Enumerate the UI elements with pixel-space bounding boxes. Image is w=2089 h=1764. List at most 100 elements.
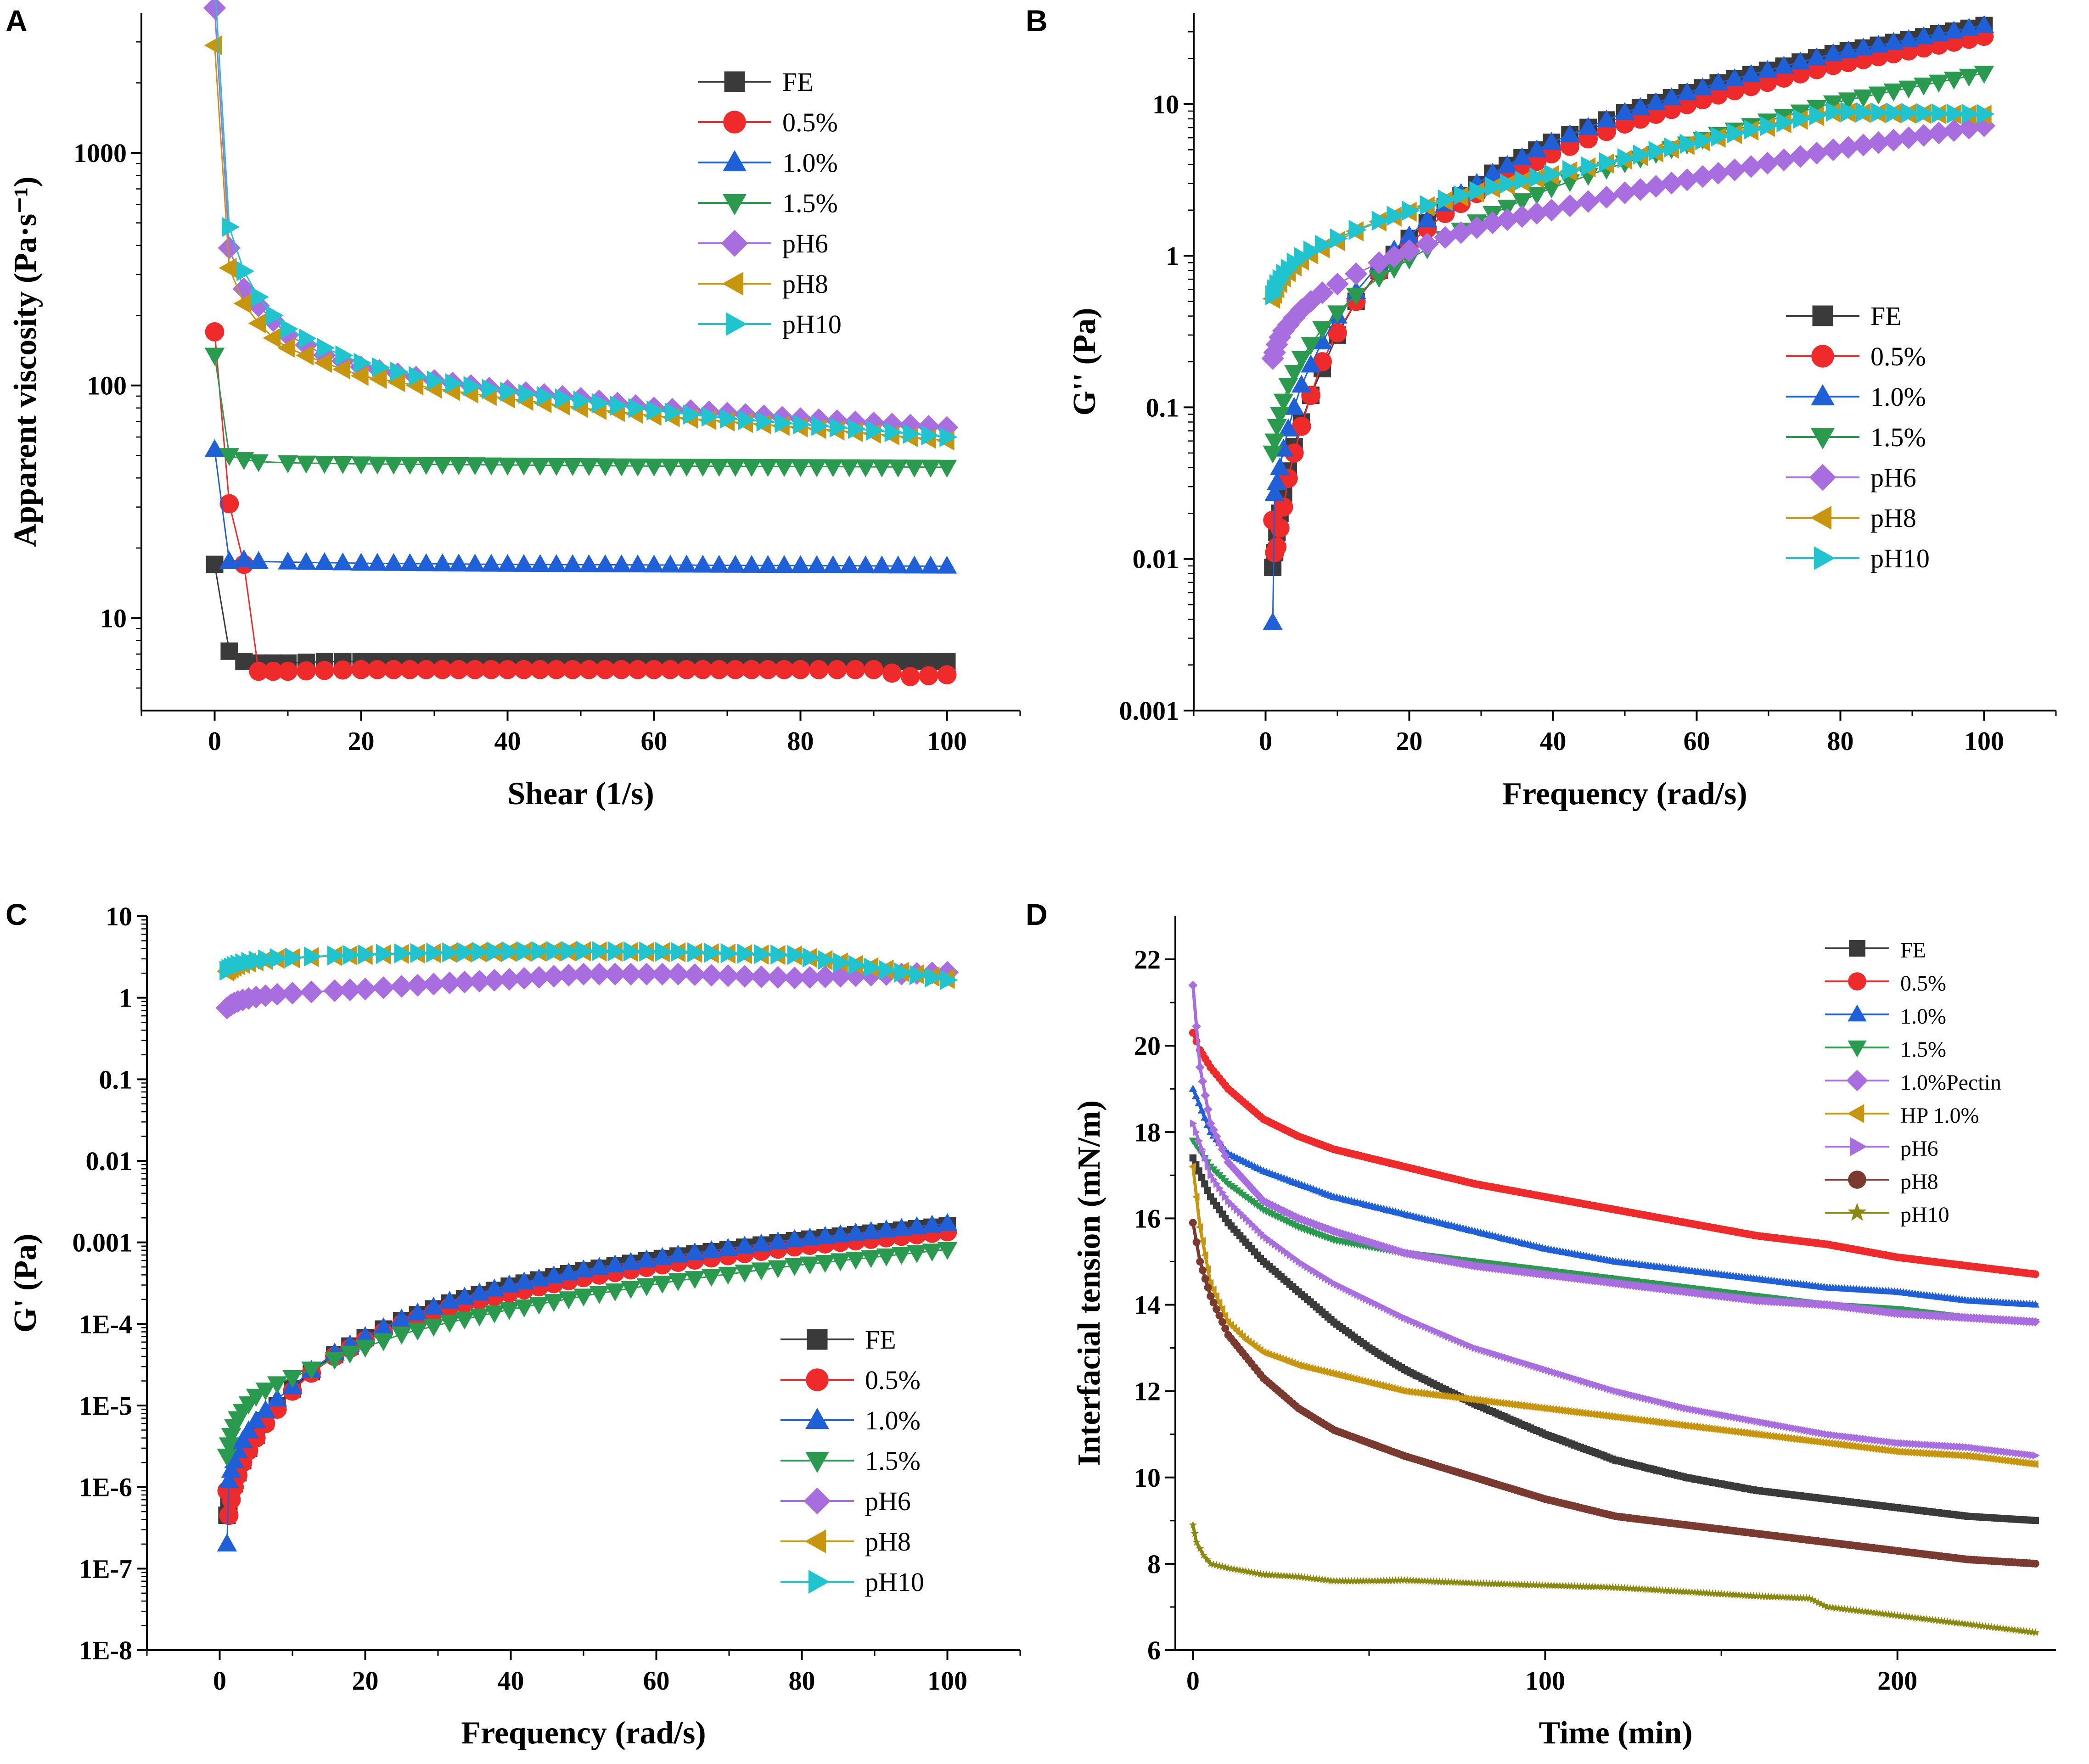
series-ph10 bbox=[219, 941, 958, 990]
data-point bbox=[1215, 1311, 1224, 1320]
data-point bbox=[1253, 1190, 1263, 1199]
data-point bbox=[2031, 1460, 2038, 1468]
data-point bbox=[644, 554, 664, 573]
data-point bbox=[1371, 211, 1390, 231]
legend-item: 1.5% bbox=[781, 1446, 921, 1476]
data-point bbox=[628, 398, 646, 418]
data-point bbox=[937, 1242, 958, 1260]
data-point bbox=[940, 970, 958, 990]
data-point bbox=[332, 359, 350, 380]
data-point bbox=[407, 1302, 428, 1321]
data-point bbox=[1679, 134, 1698, 154]
legend-marker bbox=[724, 71, 745, 92]
data-point bbox=[1577, 190, 1600, 213]
data-point bbox=[248, 454, 269, 472]
series-1-5 bbox=[204, 347, 957, 478]
data-point bbox=[217, 1448, 237, 1467]
data-point bbox=[1188, 980, 1198, 990]
data-point bbox=[1454, 185, 1471, 206]
data-point bbox=[562, 458, 583, 476]
series-line bbox=[214, 564, 947, 664]
data-point bbox=[2031, 1270, 2039, 1278]
legend-item: pH10 bbox=[1786, 543, 1930, 573]
x-axis-label: Frequency (rad/s) bbox=[461, 1715, 706, 1751]
data-point bbox=[1380, 1576, 1388, 1585]
data-point bbox=[846, 660, 865, 679]
x-tick-label: 40 bbox=[498, 1666, 524, 1696]
data-point bbox=[1191, 1529, 1199, 1537]
data-point bbox=[793, 414, 811, 435]
data-point bbox=[270, 948, 288, 969]
data-point bbox=[530, 660, 550, 679]
data-point bbox=[818, 950, 836, 970]
data-point bbox=[529, 1268, 549, 1287]
x-tick-label: 200 bbox=[1877, 1666, 1917, 1696]
legend: FE 0.5% 1.0% 1.5% pH6 pH8 pH10 bbox=[1786, 301, 1930, 573]
data-point bbox=[2031, 1317, 2040, 1327]
legend-marker bbox=[1814, 546, 1835, 570]
data-point bbox=[1838, 92, 1859, 111]
data-point bbox=[1284, 365, 1304, 383]
data-point bbox=[768, 1260, 788, 1278]
data-point bbox=[573, 1288, 594, 1307]
data-point bbox=[693, 660, 713, 679]
data-point bbox=[668, 1273, 688, 1291]
data-point bbox=[455, 1287, 475, 1305]
data-point bbox=[1529, 167, 1548, 188]
data-point bbox=[1278, 378, 1298, 396]
data-point bbox=[497, 457, 518, 476]
data-point bbox=[263, 328, 281, 348]
data-point bbox=[665, 402, 683, 423]
data-point bbox=[1199, 1551, 1208, 1559]
data-point bbox=[354, 353, 372, 373]
data-point bbox=[1209, 1125, 1219, 1135]
x-axis-label: Time (min) bbox=[1539, 1715, 1692, 1751]
data-point bbox=[1562, 160, 1581, 180]
data-point bbox=[204, 347, 225, 366]
data-point bbox=[528, 966, 550, 989]
data-point bbox=[457, 942, 475, 963]
data-point bbox=[628, 660, 647, 679]
data-point bbox=[790, 459, 811, 477]
data-point bbox=[1198, 1266, 1207, 1274]
data-point bbox=[937, 459, 957, 478]
legend-marker bbox=[1848, 1203, 1867, 1221]
data-point bbox=[281, 981, 304, 1005]
data-point bbox=[670, 941, 689, 962]
data-point bbox=[482, 379, 500, 399]
y-tick-label: 0.001 bbox=[73, 1228, 133, 1258]
data-point bbox=[1270, 518, 1290, 538]
series-ph8 bbox=[1189, 1219, 2039, 1568]
data-point bbox=[1483, 162, 1503, 181]
x-tick-label: 80 bbox=[787, 726, 814, 756]
data-point bbox=[562, 554, 583, 572]
data-point bbox=[1496, 208, 1519, 231]
legend-marker bbox=[803, 1487, 831, 1515]
data-point bbox=[376, 944, 394, 964]
data-point bbox=[438, 971, 461, 995]
data-point bbox=[1581, 156, 1599, 176]
data-point bbox=[692, 459, 713, 477]
x-tick-label: 0 bbox=[1259, 726, 1272, 756]
data-point bbox=[791, 660, 810, 679]
data-point bbox=[1912, 124, 1935, 147]
data-point bbox=[758, 660, 778, 679]
data-point bbox=[1822, 138, 1845, 161]
data-point bbox=[390, 361, 409, 382]
data-point bbox=[502, 941, 520, 962]
data-point bbox=[692, 554, 713, 573]
data-point bbox=[1219, 1188, 1227, 1197]
data-point bbox=[774, 555, 794, 573]
data-point bbox=[879, 960, 897, 980]
data-point bbox=[1645, 92, 1666, 110]
data-point bbox=[909, 965, 927, 985]
data-point bbox=[1284, 443, 1304, 463]
data-point bbox=[465, 660, 485, 679]
data-point bbox=[1596, 109, 1617, 128]
data-point bbox=[756, 411, 775, 432]
data-point bbox=[1931, 103, 1949, 123]
legend-item: 1.0% bbox=[1786, 382, 1926, 412]
data-point bbox=[340, 1345, 360, 1364]
data-point bbox=[644, 459, 664, 477]
data-point bbox=[221, 1460, 241, 1478]
